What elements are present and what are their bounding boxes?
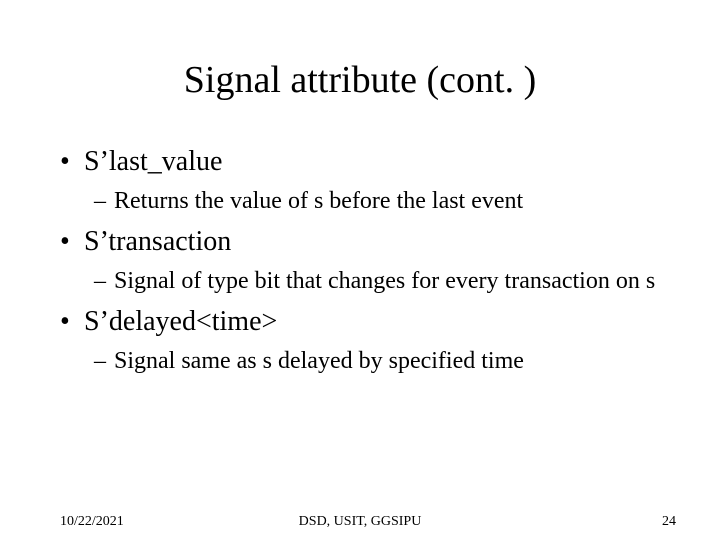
bullet-text: Signal same as s delayed by specified ti… [114, 346, 524, 376]
slide: Signal attribute (cont. ) • S’last_value… [0, 0, 720, 540]
dash-marker: – [94, 186, 114, 216]
bullet-subitem: – Signal of type bit that changes for ev… [94, 266, 660, 296]
bullet-text: S’last_value [84, 146, 222, 178]
bullet-text: Signal of type bit that changes for ever… [114, 266, 655, 296]
dash-marker: – [94, 266, 114, 296]
slide-title: Signal attribute (cont. ) [0, 0, 720, 142]
footer-page-number: 24 [662, 514, 676, 530]
bullet-marker: • [60, 226, 84, 258]
bullet-subitem: – Returns the value of s before the last… [94, 186, 660, 216]
slide-content: • S’last_value – Returns the value of s … [0, 146, 720, 376]
dash-marker: – [94, 346, 114, 376]
bullet-item: • S’delayed<time> [60, 306, 660, 338]
bullet-item: • S’transaction [60, 226, 660, 258]
bullet-subitem: – Signal same as s delayed by specified … [94, 346, 660, 376]
bullet-text: S’delayed<time> [84, 306, 277, 338]
footer-center: DSD, USIT, GGSIPU [0, 514, 720, 530]
bullet-text: Returns the value of s before the last e… [114, 186, 523, 216]
bullet-item: • S’last_value [60, 146, 660, 178]
bullet-marker: • [60, 146, 84, 178]
bullet-text: S’transaction [84, 226, 231, 258]
bullet-marker: • [60, 306, 84, 338]
